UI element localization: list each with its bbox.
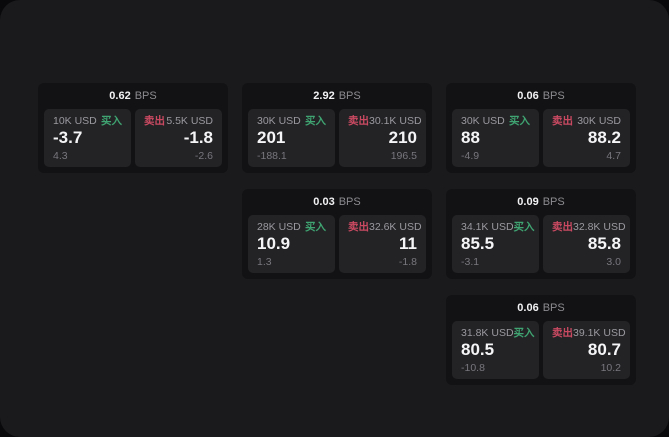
spread-unit: BPS (542, 196, 565, 208)
sell-label: 卖出 (552, 115, 573, 127)
quote-body: 34.1K USD 买入 85.5 -3.1 卖出 32.8K USD 85.8… (446, 215, 636, 279)
sell-delta: -1.8 (398, 255, 417, 268)
sell-price: 11 (399, 234, 417, 254)
quote-body: 31.8K USD 买入 80.5 -10.8 卖出 39.1K USD 80.… (446, 321, 636, 385)
sell-delta: 10.2 (600, 361, 621, 374)
sell-size: 30K USD (577, 115, 621, 127)
spread-value: 0.06 (517, 302, 539, 314)
buy-label: 买入 (305, 115, 326, 127)
buy-quote-button[interactable]: 30K USD 买入 201 -188.1 (248, 109, 335, 167)
buy-quote-button[interactable]: 28K USD 买入 10.9 1.3 (248, 215, 335, 273)
buy-quote-button[interactable]: 30K USD 买入 88 -4.9 (452, 109, 539, 167)
spread-unit: BPS (338, 90, 361, 102)
buy-size: 30K USD (461, 115, 505, 127)
sell-label: 卖出 (348, 221, 369, 233)
sell-size: 39.1K USD (573, 327, 626, 339)
quote-body: 30K USD 买入 88 -4.9 卖出 30K USD 88.2 4.7 (446, 109, 636, 173)
sell-price: 85.8 (587, 234, 621, 254)
sell-label: 卖出 (552, 221, 573, 233)
quote-card: 0.62 BPS 10K USD 买入 -3.7 4.3 卖出 5.5K USD (38, 83, 228, 173)
sell-quote-button[interactable]: 卖出 32.6K USD 11 -1.8 (339, 215, 426, 273)
buy-price: 201 (257, 128, 286, 148)
buy-delta: -3.1 (461, 255, 480, 268)
sell-delta: 196.5 (390, 149, 417, 162)
sell-quote-button[interactable]: 卖出 32.8K USD 85.8 3.0 (543, 215, 630, 273)
sell-price: 210 (388, 128, 417, 148)
buy-label: 买入 (513, 327, 535, 339)
buy-label: 买入 (509, 115, 530, 127)
quote-card: 0.03 BPS 28K USD 买入 10.9 1.3 卖出 32.6K US… (242, 189, 432, 279)
sell-quote-button[interactable]: 卖出 39.1K USD 80.7 10.2 (543, 321, 630, 379)
spread-header: 0.09 BPS (446, 189, 636, 215)
sell-size: 30.1K USD (369, 115, 422, 127)
buy-size: 10K USD (53, 115, 97, 127)
buy-delta: 1.3 (257, 255, 272, 268)
buy-size: 28K USD (257, 221, 301, 233)
spread-unit: BPS (542, 302, 565, 314)
spread-unit: BPS (542, 90, 565, 102)
spread-header: 0.03 BPS (242, 189, 432, 215)
sell-label: 卖出 (552, 327, 573, 339)
buy-price: 80.5 (461, 340, 495, 360)
quote-card: 0.09 BPS 34.1K USD 买入 85.5 -3.1 卖出 32.8K… (446, 189, 636, 279)
spread-header: 2.92 BPS (242, 83, 432, 109)
buy-price: 10.9 (257, 234, 291, 254)
buy-size: 34.1K USD (461, 221, 514, 233)
spread-value: 0.03 (313, 196, 335, 208)
sell-delta: 3.0 (606, 255, 621, 268)
sell-quote-button[interactable]: 卖出 30.1K USD 210 196.5 (339, 109, 426, 167)
spread-value: 0.09 (517, 196, 539, 208)
spread-header: 0.06 BPS (446, 83, 636, 109)
sell-size: 32.6K USD (369, 221, 422, 233)
spread-unit: BPS (338, 196, 361, 208)
sell-price: 80.7 (587, 340, 621, 360)
quote-card: 0.06 BPS 30K USD 买入 88 -4.9 卖出 30K USD (446, 83, 636, 173)
sell-label: 卖出 (144, 115, 165, 127)
quote-card: 0.06 BPS 31.8K USD 买入 80.5 -10.8 卖出 39.1… (446, 295, 636, 385)
quote-body: 30K USD 买入 201 -188.1 卖出 30.1K USD 210 1… (242, 109, 432, 173)
quote-card: 2.92 BPS 30K USD 买入 201 -188.1 卖出 30.1K … (242, 83, 432, 173)
buy-quote-button[interactable]: 34.1K USD 买入 85.5 -3.1 (452, 215, 539, 273)
quote-body: 28K USD 买入 10.9 1.3 卖出 32.6K USD 11 -1.8 (242, 215, 432, 279)
buy-quote-button[interactable]: 31.8K USD 买入 80.5 -10.8 (452, 321, 539, 379)
spread-value: 0.62 (109, 90, 131, 102)
buy-label: 买入 (101, 115, 122, 127)
buy-label: 买入 (513, 221, 535, 233)
buy-price: -3.7 (53, 128, 83, 148)
quote-body: 10K USD 买入 -3.7 4.3 卖出 5.5K USD -1.8 -2.… (38, 109, 228, 173)
sell-delta: -2.6 (194, 149, 213, 162)
spread-header: 0.06 BPS (446, 295, 636, 321)
buy-price: 85.5 (461, 234, 495, 254)
spread-value: 0.06 (517, 90, 539, 102)
sell-delta: 4.7 (606, 149, 621, 162)
buy-quote-button[interactable]: 10K USD 买入 -3.7 4.3 (44, 109, 131, 167)
sell-price: -1.8 (183, 128, 213, 148)
buy-price: 88 (461, 128, 480, 148)
buy-delta: -10.8 (461, 361, 485, 374)
sell-price: 88.2 (587, 128, 621, 148)
sell-size: 5.5K USD (166, 115, 213, 127)
spread-unit: BPS (134, 90, 157, 102)
sell-size: 32.8K USD (573, 221, 626, 233)
spread-value: 2.92 (313, 90, 335, 102)
spread-header: 0.62 BPS (38, 83, 228, 109)
buy-label: 买入 (305, 221, 326, 233)
buy-size: 31.8K USD (461, 327, 514, 339)
sell-quote-button[interactable]: 卖出 30K USD 88.2 4.7 (543, 109, 630, 167)
buy-delta: -188.1 (257, 149, 287, 162)
buy-delta: 4.3 (53, 149, 68, 162)
buy-delta: -4.9 (461, 149, 480, 162)
sell-quote-button[interactable]: 卖出 5.5K USD -1.8 -2.6 (135, 109, 222, 167)
sell-label: 卖出 (348, 115, 369, 127)
buy-size: 30K USD (257, 115, 301, 127)
